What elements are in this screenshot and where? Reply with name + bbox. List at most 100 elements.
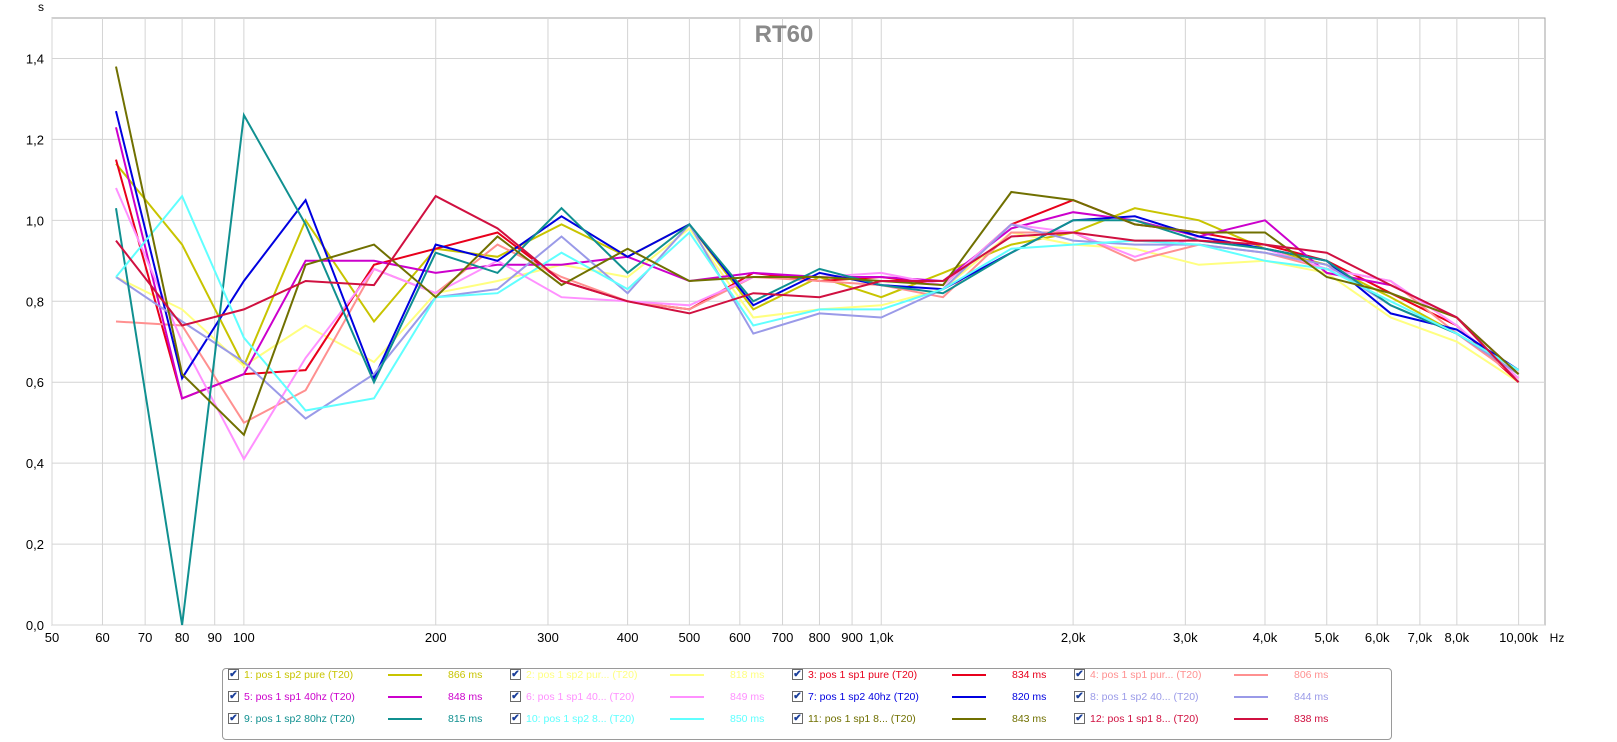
series-layer xyxy=(115,66,1520,626)
x-tick-label: 7,0k xyxy=(1408,630,1433,645)
legend-swatch xyxy=(388,696,422,698)
legend-entry-5: ✔ 5: pos 1 sp1 40hz (T20) 848 ms xyxy=(228,687,498,707)
legend-value: 843 ms xyxy=(1012,713,1047,725)
series-line-4 xyxy=(115,231,1520,425)
grid xyxy=(51,18,1545,626)
x-tick-label: 400 xyxy=(617,630,639,645)
x-tick-label: 90 xyxy=(207,630,221,645)
y-tick-label: 1,4 xyxy=(26,51,44,66)
legend-swatch xyxy=(952,696,986,698)
legend-checkbox[interactable]: ✔ xyxy=(228,669,239,680)
legend-checkbox[interactable]: ✔ xyxy=(1074,691,1085,702)
x-tick-label: 8,0k xyxy=(1445,630,1470,645)
axis-layer: 0,0 0,2 0,4 0,6 0,8 1,0 1,2 1,4 50 60 70 80 90 100 200… xyxy=(26,51,1539,645)
y-tick-label: 0,8 xyxy=(26,294,44,309)
legend-value: 838 ms xyxy=(1294,713,1329,725)
legend-checkbox[interactable]: ✔ xyxy=(228,713,239,724)
legend-entry-3: ✔ 3: pos 1 sp1 pure (T20) 834 ms xyxy=(792,665,1062,685)
legend-checkbox[interactable]: ✔ xyxy=(510,713,521,724)
x-tick-label: 80 xyxy=(175,630,189,645)
legend-entry-6: ✔ 6: pos 1 sp1 40... (T20) 849 ms xyxy=(510,687,780,707)
y-tick-label: 0,4 xyxy=(26,456,44,471)
x-tick-label: 100 xyxy=(233,630,255,645)
x-tick-label: 1,0k xyxy=(869,630,894,645)
legend-value: 850 ms xyxy=(730,713,765,725)
legend-label: 8: pos 1 sp2 40... (T20) xyxy=(1090,691,1199,703)
y-tick-label: 0,2 xyxy=(26,537,44,552)
legend-label: 6: pos 1 sp1 40... (T20) xyxy=(526,691,635,703)
legend-value: 818 ms xyxy=(730,669,765,681)
legend-checkbox[interactable]: ✔ xyxy=(510,669,521,680)
legend-checkbox[interactable]: ✔ xyxy=(792,713,803,724)
legend-checkbox[interactable]: ✔ xyxy=(510,691,521,702)
series-line-10 xyxy=(115,194,1520,412)
legend-swatch xyxy=(670,718,704,720)
legend-value: 844 ms xyxy=(1294,691,1329,703)
series-line-9 xyxy=(115,111,1520,626)
legend-label: 7: pos 1 sp2 40hz (T20) xyxy=(808,691,919,703)
y-tick-label: 1,0 xyxy=(26,213,44,228)
x-tick-label: 200 xyxy=(425,630,447,645)
legend-entry-4: ✔ 4: pos 1 sp1 pur... (T20) 806 ms xyxy=(1074,665,1344,685)
legend-checkbox[interactable]: ✔ xyxy=(792,691,803,702)
series-line-12 xyxy=(115,194,1520,383)
legend-entry-1: ✔ 1: pos 1 sp2 pure (T20) 866 ms xyxy=(228,665,498,685)
x-tick-label: 4,0k xyxy=(1253,630,1278,645)
legend-checkbox[interactable]: ✔ xyxy=(792,669,803,680)
legend-entry-8: ✔ 8: pos 1 sp2 40... (T20) 844 ms xyxy=(1074,687,1344,707)
legend-label: 3: pos 1 sp1 pure (T20) xyxy=(808,669,918,681)
legend-label: 12: pos 1 sp1 8... (T20) xyxy=(1090,713,1199,725)
y-tick-label: 0,6 xyxy=(26,375,44,390)
legend-label: 2: pos 1 sp2 pur... (T20) xyxy=(526,669,638,681)
x-tick-label: 600 xyxy=(729,630,751,645)
x-axis-label: Hz xyxy=(1550,631,1565,645)
legend-entry-11: ✔ 11: pos 1 sp1 8... (T20) 843 ms xyxy=(792,709,1062,729)
legend-swatch xyxy=(670,674,704,676)
legend-entry-10: ✔ 10: pos 1 sp2 8... (T20) 850 ms xyxy=(510,709,780,729)
legend-value: 834 ms xyxy=(1012,669,1047,681)
legend-swatch xyxy=(1234,696,1268,698)
x-tick-label: 70 xyxy=(138,630,152,645)
plot-area xyxy=(51,17,1546,626)
x-tick-label: 5,0k xyxy=(1314,630,1339,645)
x-tick-label: 900 xyxy=(841,630,863,645)
legend-label: 9: pos 1 sp2 80hz (T20) xyxy=(244,713,355,725)
series-line-8 xyxy=(115,222,1520,420)
x-tick-label: 6,0k xyxy=(1365,630,1390,645)
chart-title: RT60 xyxy=(755,21,814,48)
x-tick-label: 700 xyxy=(772,630,794,645)
legend-value: 815 ms xyxy=(448,713,483,725)
y-tick-label: 0,0 xyxy=(26,618,44,633)
legend-value: 848 ms xyxy=(448,691,483,703)
y-axis-label: s xyxy=(38,0,44,14)
legend-entry-9: ✔ 9: pos 1 sp2 80hz (T20) 815 ms xyxy=(228,709,498,729)
legend-swatch xyxy=(1234,674,1268,676)
legend-swatch xyxy=(1234,718,1268,720)
x-tick-label: 500 xyxy=(679,630,701,645)
legend-label: 10: pos 1 sp2 8... (T20) xyxy=(526,713,635,725)
legend-swatch xyxy=(388,674,422,676)
legend-value: 806 ms xyxy=(1294,669,1329,681)
x-tick-label: 50 xyxy=(45,630,59,645)
legend-value: 866 ms xyxy=(448,669,483,681)
legend-checkbox[interactable]: ✔ xyxy=(1074,669,1085,680)
legend-label: 4: pos 1 sp1 pur... (T20) xyxy=(1090,669,1202,681)
x-tick-label: 800 xyxy=(809,630,831,645)
y-tick-label: 1,2 xyxy=(26,132,44,147)
legend-entry-12: ✔ 12: pos 1 sp1 8... (T20) 838 ms xyxy=(1074,709,1344,729)
legend-value: 820 ms xyxy=(1012,691,1047,703)
legend-checkbox[interactable]: ✔ xyxy=(228,691,239,702)
legend-label: 5: pos 1 sp1 40hz (T20) xyxy=(244,691,355,703)
x-tick-label: 10,00k xyxy=(1499,630,1539,645)
legend: ✔ 1: pos 1 sp2 pure (T20) 866 ms ✔ 2: pos 1 … xyxy=(222,668,1392,740)
x-tick-label: 3,0k xyxy=(1173,630,1198,645)
legend-swatch xyxy=(952,718,986,720)
legend-entry-2: ✔ 2: pos 1 sp2 pur... (T20) 818 ms xyxy=(510,665,780,685)
legend-label: 11: pos 1 sp1 8... (T20) xyxy=(808,713,916,725)
legend-swatch xyxy=(952,674,986,676)
x-tick-label: 60 xyxy=(95,630,109,645)
legend-checkbox[interactable]: ✔ xyxy=(1074,713,1085,724)
legend-swatch xyxy=(388,718,422,720)
legend-entry-7: ✔ 7: pos 1 sp2 40hz (T20) 820 ms xyxy=(792,687,1062,707)
